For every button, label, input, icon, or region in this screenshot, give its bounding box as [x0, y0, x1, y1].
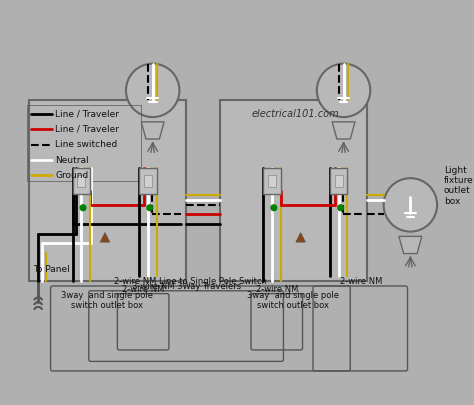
Polygon shape: [100, 232, 110, 242]
Text: Line / Traveler: Line / Traveler: [55, 110, 119, 119]
Circle shape: [271, 205, 277, 211]
Text: 3way  and single pole
switch outlet box: 3way and single pole switch outlet box: [247, 291, 339, 310]
Text: Line switched: Line switched: [55, 140, 118, 149]
Text: Ground: Ground: [55, 171, 89, 180]
Text: 3way  and single pole
switch outlet box: 3way and single pole switch outlet box: [61, 291, 154, 310]
Circle shape: [80, 205, 86, 211]
Text: 3-wire NM 3Way Travelers: 3-wire NM 3Way Travelers: [132, 282, 241, 291]
Bar: [219, 100, 367, 281]
Bar: [144, 175, 152, 187]
Bar: [27, 104, 141, 181]
Polygon shape: [141, 122, 164, 139]
Bar: [330, 168, 347, 194]
Polygon shape: [332, 122, 355, 139]
Bar: [335, 175, 343, 187]
Bar: [77, 175, 85, 187]
Bar: [28, 100, 186, 281]
Text: Neutral: Neutral: [55, 156, 89, 164]
Bar: [73, 168, 90, 194]
Text: 2-wire NM Line to Single Pole Switch: 2-wire NM Line to Single Pole Switch: [114, 277, 267, 286]
Circle shape: [383, 178, 437, 232]
Circle shape: [317, 64, 370, 117]
Circle shape: [147, 205, 153, 211]
Text: electrical101.com: electrical101.com: [252, 109, 340, 119]
Text: 2-wire NM: 2-wire NM: [255, 285, 298, 294]
Polygon shape: [296, 232, 305, 242]
Text: 2-wire NM: 2-wire NM: [339, 277, 382, 286]
Text: 2-wire NM: 2-wire NM: [122, 285, 164, 294]
Text: Light
fixture
outlet
box: Light fixture outlet box: [444, 166, 474, 206]
Polygon shape: [399, 237, 422, 254]
Bar: [139, 168, 156, 194]
Bar: [264, 168, 281, 194]
Circle shape: [126, 64, 180, 117]
Circle shape: [338, 205, 344, 211]
Text: To Panel: To Panel: [33, 264, 70, 274]
Text: Line / Traveler: Line / Traveler: [55, 125, 119, 134]
Bar: [268, 175, 276, 187]
